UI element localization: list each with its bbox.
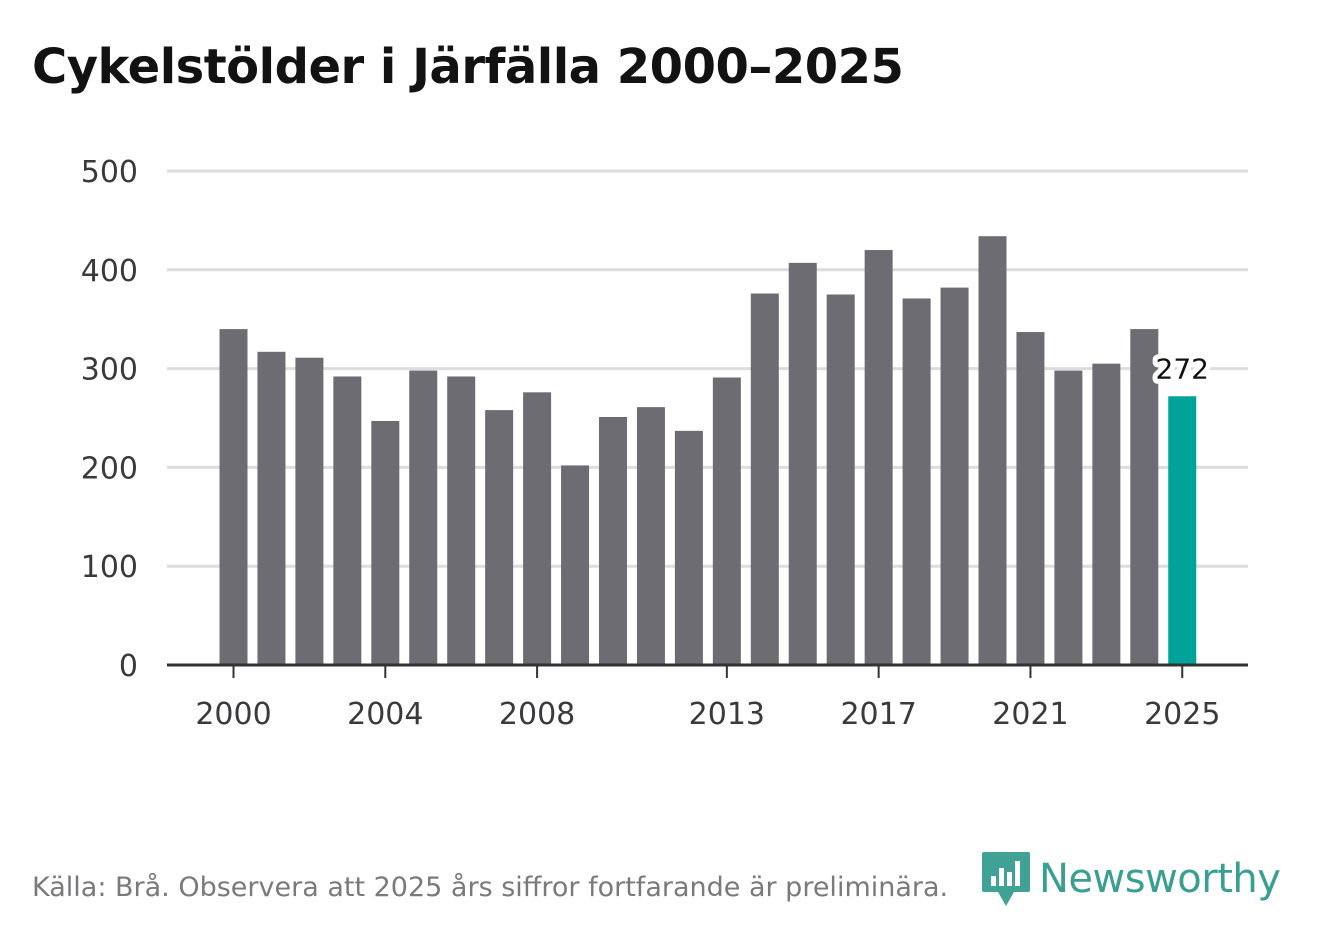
bar-2013 [712,377,741,665]
bar-2009 [561,465,590,665]
chart-title: Cykelstölder i Järfälla 2000–2025 [32,39,904,95]
y-tick-label: 100 [81,550,138,585]
bar-2001 [257,351,286,665]
bar-2022 [1054,370,1083,665]
bar-2017 [864,250,893,666]
x-tick-label: 2004 [347,697,423,732]
x-tick-label: 2017 [840,697,916,732]
bar-2023 [1092,363,1121,665]
bars [219,236,1197,666]
x-tick-label: 2025 [1144,697,1220,732]
bar-2014 [750,293,779,665]
bar-2006 [447,376,476,665]
bar-2015 [788,262,817,665]
bar-2025 [1168,396,1197,665]
y-tick-label: 300 [81,353,138,388]
bar-2005 [409,370,438,665]
x-tick-label: 2013 [689,697,765,732]
bar-2024 [1130,329,1159,665]
y-tick-label: 400 [81,254,138,289]
bar-2018 [902,298,931,665]
x-tick-label: 2008 [499,697,575,732]
newsworthy-logo[interactable]: Newsworthy [981,848,1281,910]
bar-2016 [826,294,855,665]
y-tick-label: 500 [81,155,138,190]
bar-2019 [940,287,969,665]
data-label-halo: 272 [1156,352,1209,385]
y-tick-label: 200 [81,451,138,486]
gridlines [167,169,1248,568]
bar-2003 [333,376,362,665]
bar-2007 [485,410,514,665]
bar-2004 [371,420,400,665]
bar-2010 [599,417,627,665]
bar-2011 [636,407,665,665]
x-tick-label: 2000 [195,697,271,732]
y-axis-ticks: 0 100 200 300 400 500 [81,155,138,684]
x-tick-label: 2021 [992,697,1068,732]
data-label-2025: 272 [1156,352,1209,385]
x-axis-ticks: 2000 2004 2008 2013 2017 2021 2025 [195,665,1220,732]
brand-name: Newsworthy [1039,856,1281,902]
bar-2008 [523,392,552,665]
bar-2012 [674,430,703,665]
bar-2002 [295,357,324,665]
bar-2000 [219,329,248,665]
bar-2021 [1016,332,1045,665]
newsworthy-logo-icon [982,852,1030,906]
bar-2020 [978,236,1007,665]
source-note: Källa: Brå. Observera att 2025 års siffr… [32,872,949,903]
y-tick-label: 0 [119,649,138,684]
